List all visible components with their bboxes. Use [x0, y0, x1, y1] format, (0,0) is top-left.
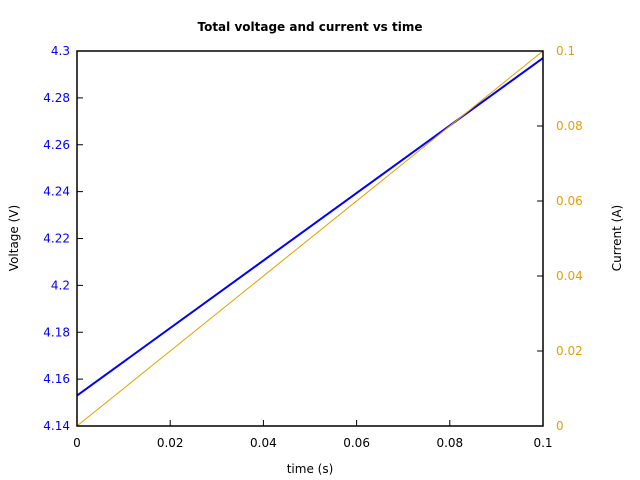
y-tick-label: 4.16 — [43, 372, 70, 386]
y2-tick-label: 0.06 — [556, 194, 583, 208]
y2-tick-label: 0.02 — [556, 344, 583, 358]
x-tick-label: 0.02 — [157, 436, 184, 450]
x-tick-label: 0.04 — [250, 436, 277, 450]
voltage-line — [76, 57, 544, 397]
y-tick-label: 4.26 — [43, 138, 70, 152]
y2-tick-label: 0 — [556, 419, 564, 433]
x-tick-label: 0.08 — [436, 436, 463, 450]
x-axis-ticks: 0 0.02 0.04 0.06 0.08 0.1 — [73, 420, 553, 450]
y-tick-label: 4.22 — [43, 232, 70, 246]
y2-axis-label: Current (A) — [610, 205, 624, 271]
x-tick-label: 0.1 — [533, 436, 552, 450]
y2-tick-label: 0.08 — [556, 119, 583, 133]
x-tick-label: 0.06 — [343, 436, 370, 450]
plot-series — [76, 50, 544, 427]
x-tick-label: 0 — [73, 436, 81, 450]
y-tick-label: 4.3 — [51, 44, 70, 58]
y-axis-ticks: 4.14 4.16 4.18 4.2 4.22 4.24 4.26 4.28 4.3 — [43, 44, 83, 433]
y2-tick-label: 0.04 — [556, 269, 583, 283]
y2-axis-ticks: 0 0.02 0.04 0.06 0.08 0.1 — [537, 44, 583, 433]
y-tick-label: 4.24 — [43, 185, 70, 199]
x-axis-label: time (s) — [287, 462, 334, 476]
current-line — [76, 50, 544, 427]
y-axis-label: Voltage (V) — [7, 205, 21, 271]
chart-title: Total voltage and current vs time — [197, 20, 422, 34]
y-tick-label: 4.18 — [43, 325, 70, 339]
y-tick-label: 4.28 — [43, 91, 70, 105]
y2-tick-label: 0.1 — [556, 44, 575, 58]
y-tick-label: 4.2 — [51, 278, 70, 292]
y-tick-label: 4.14 — [43, 419, 70, 433]
